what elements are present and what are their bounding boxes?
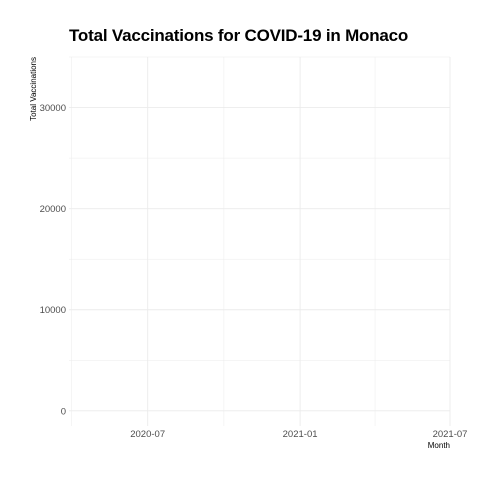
- x-tick-label: 2020-07: [130, 429, 165, 440]
- x-tick-label: 2021-07: [433, 429, 468, 440]
- y-tick-label: 30000: [40, 103, 66, 114]
- major-gridlines: [69, 57, 451, 426]
- x-tick-label: 2021-01: [283, 429, 318, 440]
- y-tick-label: 20000: [40, 204, 66, 215]
- chart-title: Total Vaccinations for COVID-19 in Monac…: [69, 26, 409, 45]
- minor-gridlines: [69, 56, 450, 426]
- y-axis-title: Total Vaccinations: [29, 57, 38, 121]
- x-tick-labels: 2020-07 2021-01 2021-07: [130, 429, 467, 440]
- x-axis-title: Month: [428, 441, 450, 450]
- y-tick-label: 0: [61, 406, 66, 417]
- y-tick-label: 10000: [40, 305, 66, 316]
- y-tick-labels: 0 10000 20000 30000: [40, 103, 66, 417]
